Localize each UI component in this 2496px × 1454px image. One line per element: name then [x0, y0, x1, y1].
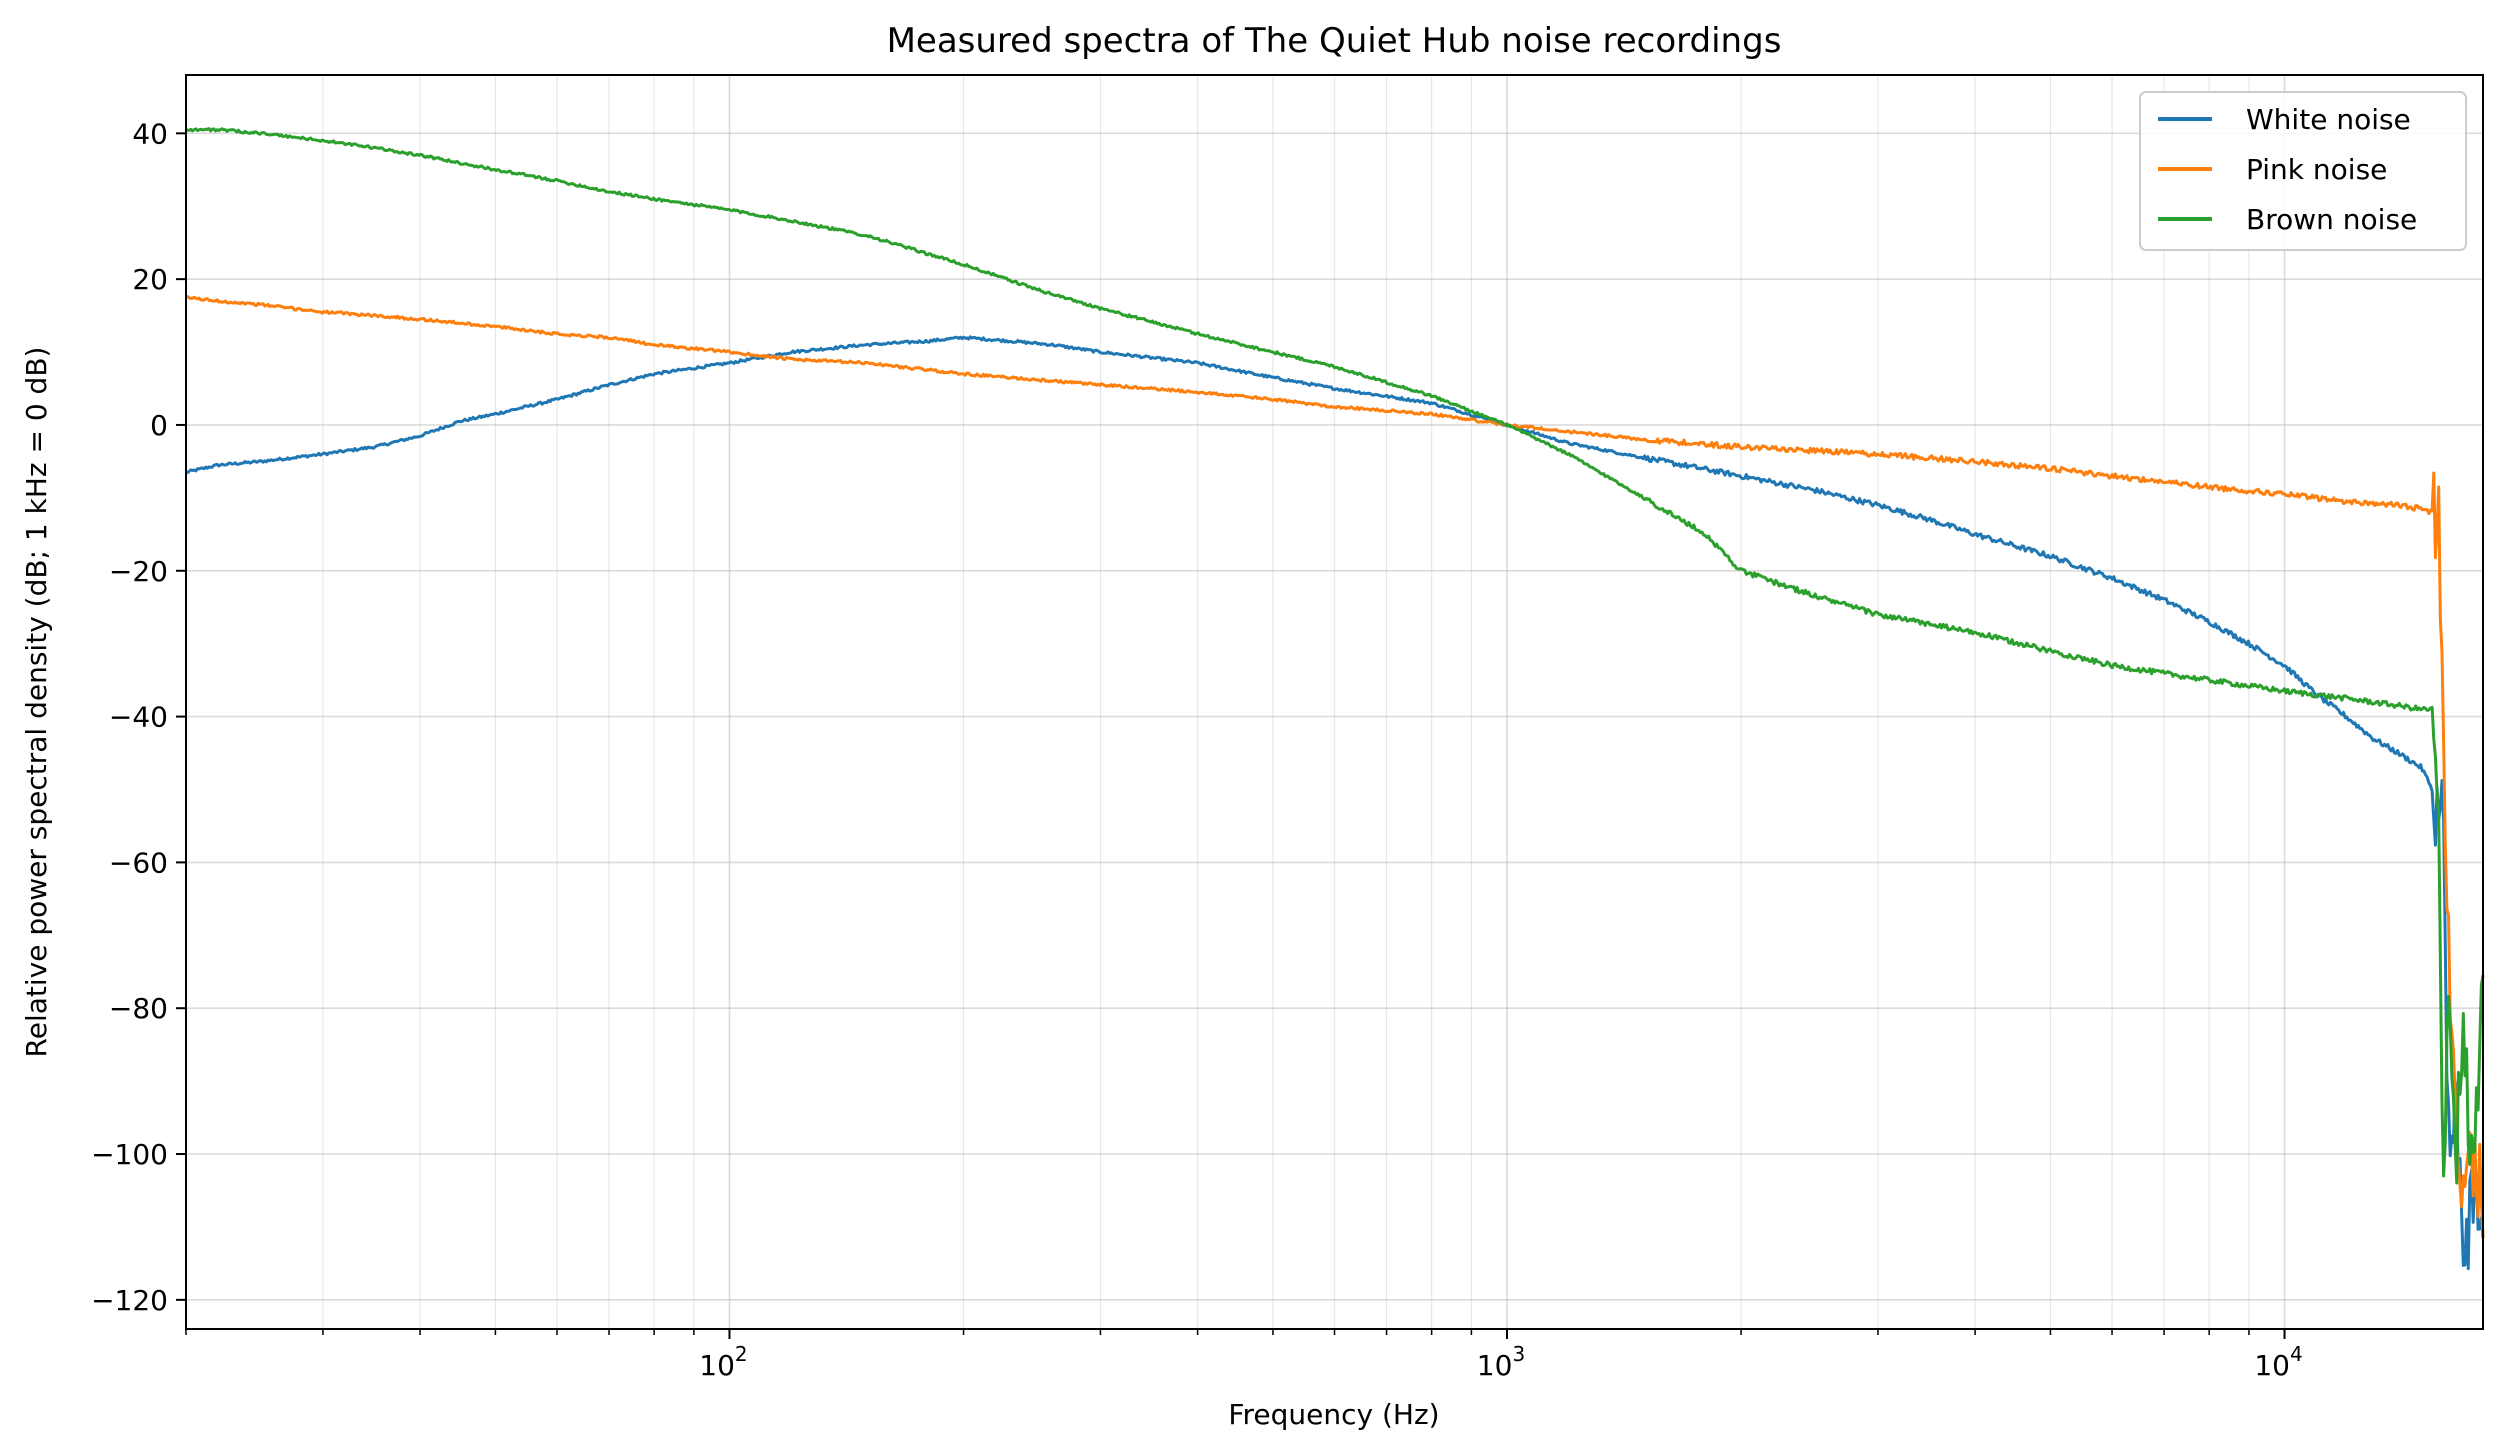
legend-label-white-noise: White noise — [2246, 103, 2411, 136]
y-axis-ticks: 40 20 0 −20 −40 −60 −80 −100 −120 — [91, 117, 186, 1317]
series-line-brown-noise — [185, 127, 2485, 1185]
grid — [185, 75, 2483, 1329]
x-axis-label: Frequency (Hz) — [1228, 1398, 1439, 1431]
x-tick-label: 102 — [699, 1342, 747, 1382]
y-tick-label: −20 — [109, 555, 168, 588]
legend-label-pink-noise: Pink noise — [2246, 153, 2387, 186]
series-line-white-noise — [185, 335, 2485, 1271]
y-tick-label: −120 — [91, 1284, 168, 1317]
chart-title: Measured spectra of The Quiet Hub noise … — [887, 21, 1782, 61]
legend-label-brown-noise: Brown noise — [2246, 203, 2417, 236]
y-tick-label: 0 — [150, 409, 168, 442]
y-tick-label: −40 — [109, 701, 168, 734]
legend: White noise Pink noise Brown noise — [2139, 91, 2467, 251]
x-tick-label: 103 — [1477, 1342, 1525, 1382]
y-tick-label: −80 — [109, 992, 168, 1025]
y-tick-label: 40 — [132, 117, 168, 150]
series-lines — [185, 127, 2485, 1271]
y-tick-label: 20 — [132, 263, 168, 296]
y-tick-label: −60 — [109, 846, 168, 879]
legend-box — [2139, 91, 2467, 251]
y-tick-label: −100 — [91, 1138, 168, 1171]
series-line-pink-noise — [185, 294, 2485, 1239]
y-axis-label: Relative power spectral density (dB; 1 k… — [20, 347, 53, 1058]
x-axis-ticks: 102 103 104 — [185, 1329, 2303, 1382]
x-tick-label: 104 — [2254, 1342, 2302, 1382]
